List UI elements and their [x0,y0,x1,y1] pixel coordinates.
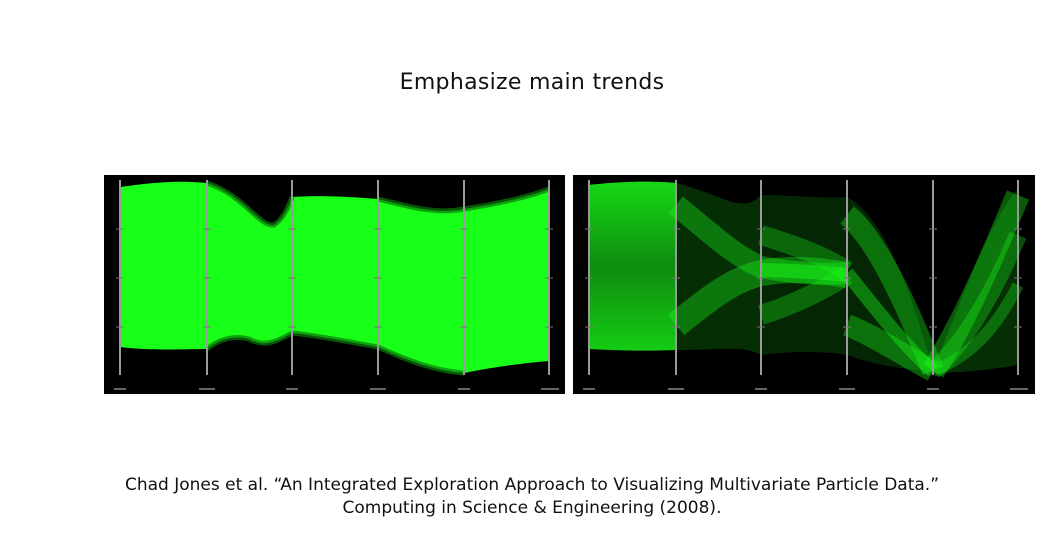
dense-band [120,181,549,373]
trend-segment-1 [589,181,676,351]
trend-axis-labels [583,388,1028,390]
citation: Chad Jones et al. “An Integrated Explora… [0,474,1064,520]
parallel-coordinates-plot-dense [104,175,565,394]
dense-plot-svg [114,180,559,390]
trend-plot-svg [583,180,1030,390]
parallel-coordinates-plot-trends [573,175,1035,394]
dense-axis-ticks [116,228,553,328]
citation-line-1: Chad Jones et al. “An Integrated Explora… [124,475,940,495]
dense-axis-labels [114,388,559,390]
trend-axis-ticks [585,228,1022,328]
trend-haze [676,183,1018,373]
slide-title: Emphasize main trends [399,70,665,95]
citation-line-2: Computing in Science & Engineering (2008… [342,498,722,518]
